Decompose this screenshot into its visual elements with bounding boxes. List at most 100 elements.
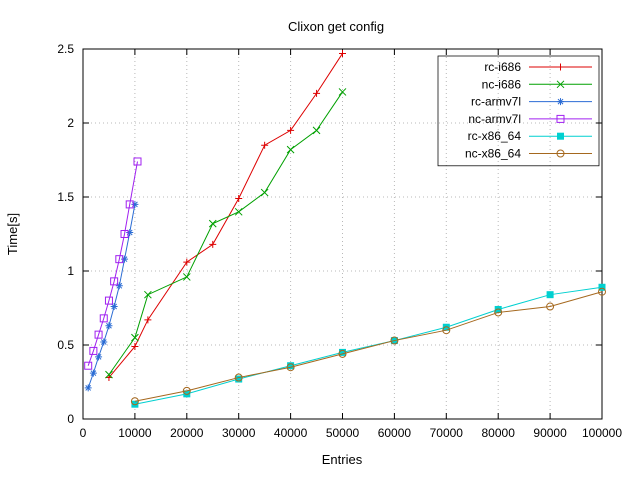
data-point-marker [287, 126, 295, 134]
plot-border [82, 48, 603, 420]
x-tick-label: 50000 [326, 426, 360, 440]
data-point-marker [104, 296, 113, 305]
x-tick-label: 90000 [533, 426, 567, 440]
legend-label-rc-x86_64: rc-x86_64 [468, 129, 522, 143]
y-tick-label: 0.5 [57, 338, 74, 352]
data-point-marker [105, 370, 113, 379]
series-nc-x86_64 [130, 287, 606, 406]
x-tick-label: 60000 [378, 426, 412, 440]
data-point-marker [131, 342, 139, 350]
data-point-marker [557, 132, 564, 140]
x-tick-label: 40000 [274, 426, 308, 440]
series-line [87, 161, 138, 366]
y-axis-label: Time[s] [5, 213, 20, 255]
data-point-marker [546, 291, 554, 299]
data-point-marker [183, 258, 191, 266]
data-point-marker [182, 386, 191, 395]
data-point-marker [338, 349, 347, 358]
data-point-marker [209, 240, 217, 248]
data-point-marker [125, 200, 134, 209]
data-point-marker [110, 277, 119, 286]
data-point-marker [313, 89, 321, 97]
data-point-marker [131, 400, 139, 408]
plot-area: 0 10000 20000 30000 40000 50000 60000 70000 8000… [57, 42, 622, 440]
legend-label-rc-armv7l: rc-armv7l [471, 95, 521, 109]
x-tick-label: 10000 [118, 426, 152, 440]
data-point-marker [144, 290, 152, 299]
data-point-marker [494, 305, 502, 313]
y-tick-label: 2 [67, 116, 74, 130]
data-point-marker [546, 302, 555, 311]
data-point-marker [90, 370, 97, 376]
data-point-marker [234, 207, 243, 216]
data-point-marker [598, 287, 606, 296]
y-tick-label: 2.5 [57, 42, 74, 56]
x-tick-label: 20000 [170, 426, 204, 440]
data-point-marker [261, 141, 269, 149]
data-point-marker [260, 188, 269, 197]
data-point-marker [100, 339, 107, 345]
data-point-marker [287, 362, 295, 370]
data-point-marker [598, 283, 606, 291]
series-line [134, 291, 603, 402]
data-point-marker [235, 194, 243, 202]
legend-label-nc-x86_64: nc-x86_64 [465, 147, 521, 161]
data-point-marker [130, 397, 139, 406]
legend-label-nc-i686: nc-i686 [482, 77, 522, 91]
data-point-marker [131, 333, 139, 342]
data-point-marker [339, 49, 346, 57]
data-point-marker [494, 308, 503, 317]
chart-title: Clixon get config [288, 19, 384, 34]
legend-label-rc-i686: rc-i686 [484, 60, 521, 74]
x-tick-label: 70000 [430, 426, 464, 440]
data-point-marker [234, 373, 243, 382]
data-point-marker [556, 114, 565, 123]
data-point-marker [182, 273, 191, 281]
series-nc-armv7l [84, 157, 142, 370]
data-point-marker [89, 346, 98, 355]
series-line [134, 286, 603, 405]
data-point-marker [286, 145, 295, 154]
y-tick-label: 0 [67, 412, 74, 426]
data-point-marker [390, 336, 399, 345]
data-point-marker [442, 326, 451, 335]
data-point-marker [84, 361, 93, 370]
data-point-marker [99, 314, 108, 323]
data-point-marker [442, 323, 450, 331]
data-point-marker [208, 219, 217, 228]
x-tick-label: 0 [80, 426, 87, 440]
series-line [108, 53, 343, 378]
data-point-marker [557, 63, 564, 71]
series-line [87, 204, 136, 389]
data-point-marker [286, 363, 295, 372]
data-point-marker [557, 98, 564, 105]
y-tick-label: 1.5 [57, 190, 74, 204]
data-point-marker [338, 88, 347, 96]
legend-box [437, 55, 600, 167]
legend-label-nc-armv7l: nc-armv7l [468, 112, 521, 126]
data-point-marker [106, 322, 112, 329]
data-point-marker [85, 385, 92, 391]
data-point-marker [183, 390, 191, 398]
data-point-marker [94, 330, 103, 339]
data-point-marker [95, 353, 102, 360]
data-point-marker [144, 316, 152, 324]
x-tick-label: 80000 [482, 426, 516, 440]
legend: rc-i686 nc-i686 rc-armv7l nc-armv7l rc-x86_6… [437, 55, 600, 167]
data-point-marker [111, 303, 118, 310]
y-tick-label: 1 [67, 264, 74, 278]
data-point-marker [115, 255, 124, 264]
data-point-marker [235, 375, 243, 383]
x-tick-label: 30000 [222, 426, 256, 440]
x-axis-label: Entries [322, 452, 363, 467]
series-nc-i686 [105, 88, 347, 379]
data-point-marker [556, 80, 565, 89]
data-point-marker [339, 348, 346, 356]
data-point-marker [120, 230, 129, 238]
data-point-marker [312, 126, 321, 135]
series-rc-i686 [105, 49, 346, 382]
data-point-marker [556, 149, 565, 158]
